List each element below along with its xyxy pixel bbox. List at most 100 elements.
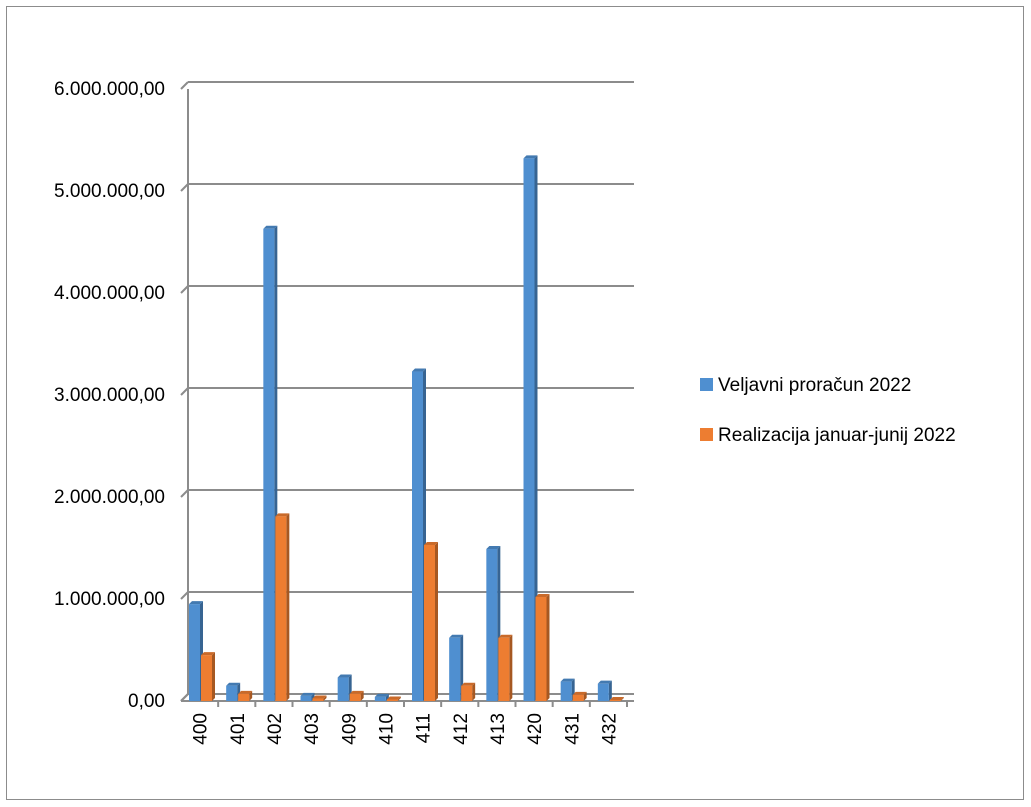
bar-top: [486, 546, 501, 550]
bar-side: [534, 155, 538, 702]
x-tick-label: 409: [339, 713, 360, 745]
bar-top: [535, 593, 550, 597]
bar: [498, 634, 513, 701]
bar-top: [461, 682, 476, 686]
bar-side: [385, 693, 389, 701]
bar: [312, 695, 327, 701]
bar: [226, 682, 241, 701]
legend-item: Realizacija januar-junij 2022: [700, 425, 956, 446]
legend-label: Realizacija januar-junij 2022: [718, 425, 956, 446]
bar-front: [523, 158, 535, 702]
bar: [560, 678, 575, 701]
bar-front: [337, 677, 349, 701]
y-tick-label: 3.000.000,00: [54, 385, 165, 406]
bar-front: [449, 637, 461, 701]
gridline-corner: [180, 285, 189, 294]
x-tick-label: 411: [414, 713, 435, 743]
bar-side: [249, 690, 253, 701]
bar-front: [609, 699, 621, 701]
bar-side: [311, 692, 315, 701]
bar-top: [337, 674, 352, 678]
gridlines: [180, 81, 634, 702]
x-tick-label: 410: [376, 713, 397, 745]
bar-front: [498, 637, 510, 701]
bar-side: [323, 695, 327, 701]
y-tick-label: 4.000.000,00: [54, 283, 165, 304]
bar: [386, 696, 401, 701]
bar-side: [546, 593, 550, 701]
legend: Veljavni proračun 2022 Realizacija januar…: [700, 375, 956, 446]
x-tick-label: 431: [562, 713, 583, 745]
y-tick-label: 6.000.000,00: [54, 79, 165, 100]
bar: [535, 593, 550, 701]
bar-top: [572, 691, 587, 695]
x-tick-label: 413: [488, 713, 509, 745]
bar-side: [212, 652, 215, 701]
legend-item: Veljavni proračun 2022: [700, 375, 911, 396]
bar-top: [189, 601, 203, 605]
bar-front: [412, 371, 423, 701]
bar-side: [608, 680, 612, 701]
bar-top: [374, 693, 389, 697]
bar-top: [523, 155, 538, 159]
bar: [238, 690, 253, 701]
bar: [275, 513, 290, 701]
x-tick-labels: 400 401 402 403 409 410 411 412 413 420 431 432: [191, 713, 621, 745]
bar-front: [597, 683, 609, 701]
bar-top: [498, 634, 513, 638]
bar-top: [300, 692, 315, 696]
gridline-corner: [180, 387, 189, 396]
legend-swatch: [700, 378, 713, 391]
x-tick-label: 432: [599, 713, 620, 745]
bar-side: [620, 696, 624, 701]
bar-front: [238, 693, 250, 701]
bar-side: [435, 541, 438, 701]
bar: [412, 368, 426, 701]
legend-label: Veljavni proračun 2022: [718, 375, 911, 396]
bar-top: [349, 690, 364, 694]
bar-front: [312, 698, 324, 701]
bar-front: [349, 693, 361, 701]
bar-front: [424, 544, 435, 701]
bar-front: [189, 604, 200, 701]
y-tick-label: 2.000.000,00: [54, 487, 165, 508]
bar-front: [226, 685, 238, 701]
bar-front: [535, 596, 547, 701]
y-tick-label: 0,00: [128, 691, 165, 712]
chart-frame: 0,00 1.000.000,00 2.000.000,00 3.000.000,00…: [6, 6, 1024, 800]
legend-swatch: [700, 428, 713, 441]
x-tick-label: 403: [302, 713, 323, 745]
bar: [424, 541, 438, 701]
gridline-corner: [180, 489, 189, 498]
bar-front: [300, 695, 312, 701]
bars: [189, 155, 624, 702]
bar-top: [238, 690, 253, 694]
bar-front: [263, 228, 275, 702]
gridline-corner: [180, 183, 189, 192]
bar: [486, 546, 501, 701]
bar-front: [374, 696, 386, 701]
gridline-corner: [180, 591, 189, 600]
axis-corner-line: [180, 693, 189, 702]
y-tick-label: 5.000.000,00: [54, 181, 165, 202]
bar-top: [560, 678, 575, 682]
x-tick-label: 401: [228, 713, 249, 745]
bar-top: [424, 541, 438, 545]
bar-side: [286, 513, 290, 701]
bar-side: [460, 634, 464, 701]
bar-side: [397, 696, 401, 701]
bar-side: [472, 682, 476, 701]
bar: [374, 693, 389, 701]
bar: [189, 601, 203, 701]
bar: [349, 690, 364, 701]
bar: [523, 155, 538, 702]
bar-top: [609, 696, 624, 700]
bar-front: [461, 685, 473, 701]
bar-front: [201, 655, 212, 701]
bar-top: [312, 695, 327, 699]
bar-front: [486, 549, 498, 701]
bar-side: [583, 691, 587, 701]
x-tick-label: 402: [265, 713, 286, 745]
bar: [572, 691, 587, 701]
bar: [263, 225, 278, 702]
